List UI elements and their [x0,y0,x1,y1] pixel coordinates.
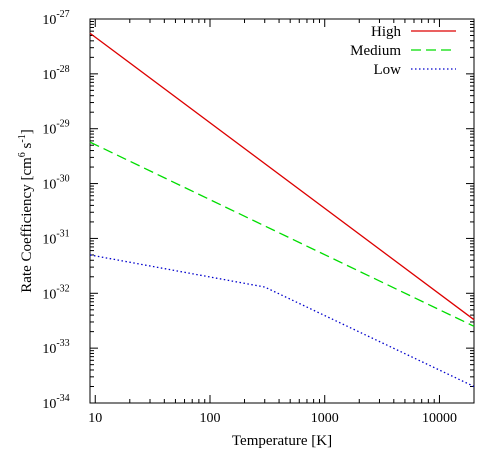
series-line-medium [89,141,475,327]
y-tick-base: 10 [42,287,56,302]
y-tick-label: 10-28 [42,64,69,83]
y-tick-label: 10-33 [42,338,69,357]
legend: High Medium Low [350,24,456,78]
y-axis-title-sup2: -1 [17,134,28,142]
ticks-layer: 10 100 1000 1000010-2710-2810-2910-3010-311… [42,9,474,426]
y-tick-exponent: -31 [56,228,69,239]
legend-label-low: Low [374,62,402,78]
y-axis-title-sup1: 6 [17,152,28,157]
y-tick-base: 10 [42,232,56,247]
y-axis-title: Rate Coefficiency [cm6 s-1] [17,129,35,292]
y-tick-label: 10-34 [42,393,69,412]
series-layer [89,32,475,388]
y-tick-exponent: -29 [56,119,69,130]
y-tick-base: 10 [42,342,56,357]
y-tick-label: 10-27 [42,9,69,28]
series-line-low [89,254,475,388]
x-axis-title: Temperature [K] [232,433,332,449]
y-tick-label: 10-29 [42,119,69,138]
y-tick-base: 10 [42,397,56,412]
x-tick-label: 10 [88,411,102,426]
y-tick-exponent: -34 [56,393,69,404]
x-tick-label: 1000 [311,411,339,426]
y-tick-exponent: -27 [56,9,69,20]
y-tick-exponent: -30 [56,174,69,185]
y-tick-base: 10 [42,178,56,193]
y-tick-base: 10 [42,13,56,28]
y-axis-title-suffix: ] [19,129,35,134]
legend-label-high: High [371,24,402,40]
y-tick-label: 10-31 [42,228,69,247]
y-axis-title-prefix: Rate Coefficiency [cm [19,157,35,293]
y-axis-title-mid: s [19,142,35,152]
y-tick-base: 10 [42,68,56,83]
y-tick-base: 10 [42,123,56,138]
y-tick-label: 10-32 [42,283,69,302]
series-line-high [89,32,475,321]
legend-label-medium: Medium [350,43,401,59]
y-tick-label: 10-30 [42,174,69,193]
y-tick-exponent: -32 [56,283,69,294]
y-tick-exponent: -28 [56,64,69,75]
y-tick-exponent: -33 [56,338,69,349]
x-tick-label: 100 [199,411,220,426]
plot-frame [89,18,475,404]
x-tick-label: 10000 [422,411,457,426]
